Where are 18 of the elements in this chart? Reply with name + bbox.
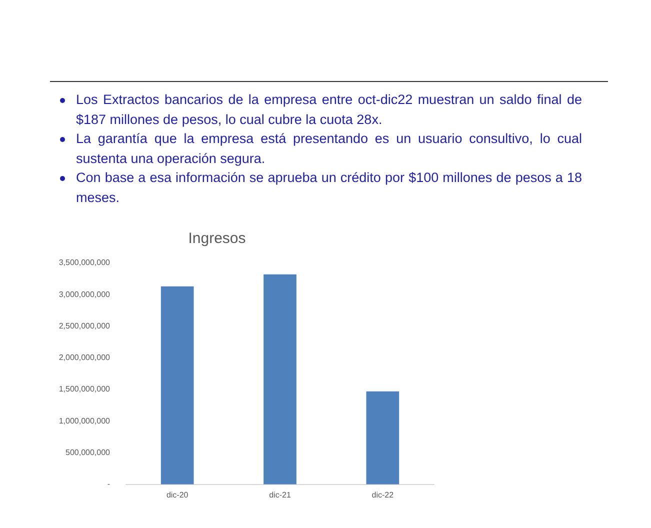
y-tick-label: -: [107, 480, 110, 489]
y-tick-label: 1,000,000,000: [58, 416, 111, 426]
bar: [160, 286, 194, 484]
x-tick-label: dic-20: [166, 490, 189, 500]
y-tick-label: 3,500,000,000: [58, 258, 111, 268]
y-tick-label: 2,000,000,000: [58, 353, 111, 362]
x-tick-label: dic-21: [269, 490, 292, 500]
bar: [264, 274, 296, 484]
text: La garantía que la empresa está presentando es un usuario consultivo, lo cual sustenta una operación segura.: [76, 131, 582, 166]
x-tick-label: dic-22: [372, 490, 394, 500]
text: Los Extractos bancarios de la empresa entre oct-dic22 muestran un saldo final de $187 millones de pesos, lo cual cubre la cuota 28x.: [76, 92, 582, 126]
y-tick-label: 3,000,000,000: [58, 290, 111, 299]
y-tick-label: 1,500,000,000: [58, 384, 111, 394]
y-tick-label: 500,000,000: [66, 448, 111, 457]
chart-title: Ingresos: [188, 230, 246, 248]
y-tick-label: 2,500,000,000: [58, 321, 111, 330]
bar: [366, 391, 400, 484]
text: Con base a esa información se aprueba un crédito por $100 millones de pesos a 18 meses.: [76, 170, 582, 204]
